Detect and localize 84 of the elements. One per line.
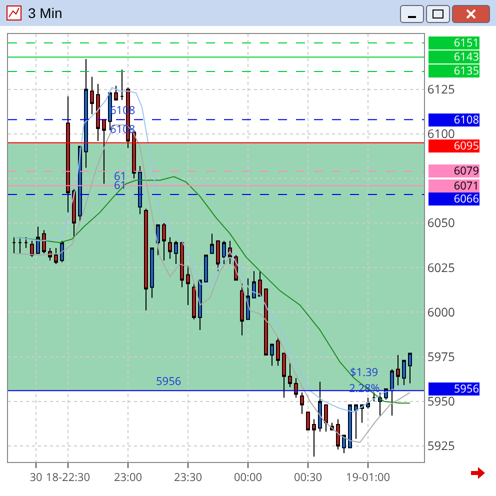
candlestick [120, 69, 124, 100]
ref-line-label: 5956 [454, 382, 479, 396]
candlestick [24, 236, 28, 248]
candlestick [246, 278, 250, 320]
ref-line-label: 6108 [454, 112, 479, 128]
x-tick-label: 19-01:00 [346, 470, 390, 486]
candlestick [276, 336, 280, 366]
x-tick-label: 18-22:30 [46, 470, 90, 486]
y-tick-label: 6025 [427, 258, 455, 276]
candlestick [102, 119, 106, 184]
annotation: $1.39 [350, 365, 378, 380]
candlestick [180, 240, 184, 288]
x-tick-label: 30 [30, 470, 42, 486]
candlestick [342, 434, 346, 454]
y-tick-label: 6100 [427, 125, 455, 142]
y-tick-label: 6050 [427, 214, 455, 232]
candlestick [174, 240, 178, 265]
candlestick [162, 222, 166, 261]
x-tick-label: 23:30 [174, 470, 202, 486]
candlestick [210, 233, 214, 254]
ref-line-label: 6066 [454, 192, 479, 206]
candlestick [402, 360, 406, 386]
candlestick [54, 248, 58, 265]
candlestick [294, 378, 298, 398]
candlestick [72, 188, 76, 238]
candlestick [18, 236, 22, 254]
candlestick [186, 265, 190, 306]
ref-line-label: 6143 [454, 50, 479, 64]
y-tick-label: 6125 [427, 80, 455, 98]
candlestick [252, 270, 256, 298]
candlestick [270, 344, 274, 366]
candlestick [240, 283, 244, 336]
x-tick-label: 00:00 [234, 470, 262, 486]
candlestick [168, 236, 172, 260]
candlestick [348, 404, 352, 448]
candlestick [306, 412, 310, 430]
line-series [14, 124, 410, 443]
candlestick [408, 352, 412, 384]
y-tick-label: 5975 [427, 348, 455, 365]
candlestick [288, 362, 292, 388]
candlestick [12, 236, 16, 254]
candlestick [156, 224, 160, 256]
ref-line-label: 6135 [454, 64, 479, 78]
candlestick [204, 254, 208, 282]
candlestick [318, 381, 322, 432]
candlestick [396, 354, 400, 386]
candlestick [30, 240, 34, 258]
candlestick [378, 392, 382, 416]
y-tick-label: 5950 [427, 392, 455, 410]
x-tick-label: 00:30 [294, 470, 322, 486]
candlestick [60, 240, 64, 263]
candlestick [96, 83, 100, 142]
candlestick [366, 397, 370, 409]
candlestick [66, 96, 70, 213]
candlestick [300, 392, 304, 414]
candlestick [108, 90, 112, 131]
line-series [14, 87, 410, 413]
candlestick [312, 418, 316, 458]
candlestick [324, 404, 328, 432]
candlestick [258, 270, 262, 297]
candlestick [90, 76, 94, 115]
candlestick [192, 283, 196, 320]
chart-title: 3 Min [28, 5, 62, 21]
ref-line-label: 6151 [454, 36, 479, 50]
candlestick [144, 208, 148, 311]
candlestick [114, 85, 118, 100]
y-tick-label: 6000 [427, 303, 455, 320]
candlestick [336, 418, 340, 450]
candlestick [222, 240, 226, 265]
ref-line-label: 6079 [454, 164, 479, 178]
candlestick [390, 368, 394, 416]
annotation: 5956 [156, 374, 182, 389]
x-tick-label: 23:00 [114, 470, 142, 486]
candlestick [150, 248, 154, 298]
ref-line-label: 6095 [454, 138, 479, 154]
candlestick [282, 352, 286, 398]
candlestick [42, 230, 46, 254]
ref-line-label: 6071 [454, 178, 479, 194]
candlestick [264, 288, 268, 356]
candlestick [84, 58, 88, 168]
candlestick [36, 226, 40, 254]
candlestick [216, 240, 220, 272]
y-tick-label: 5925 [427, 437, 455, 454]
candlestick [354, 404, 358, 440]
